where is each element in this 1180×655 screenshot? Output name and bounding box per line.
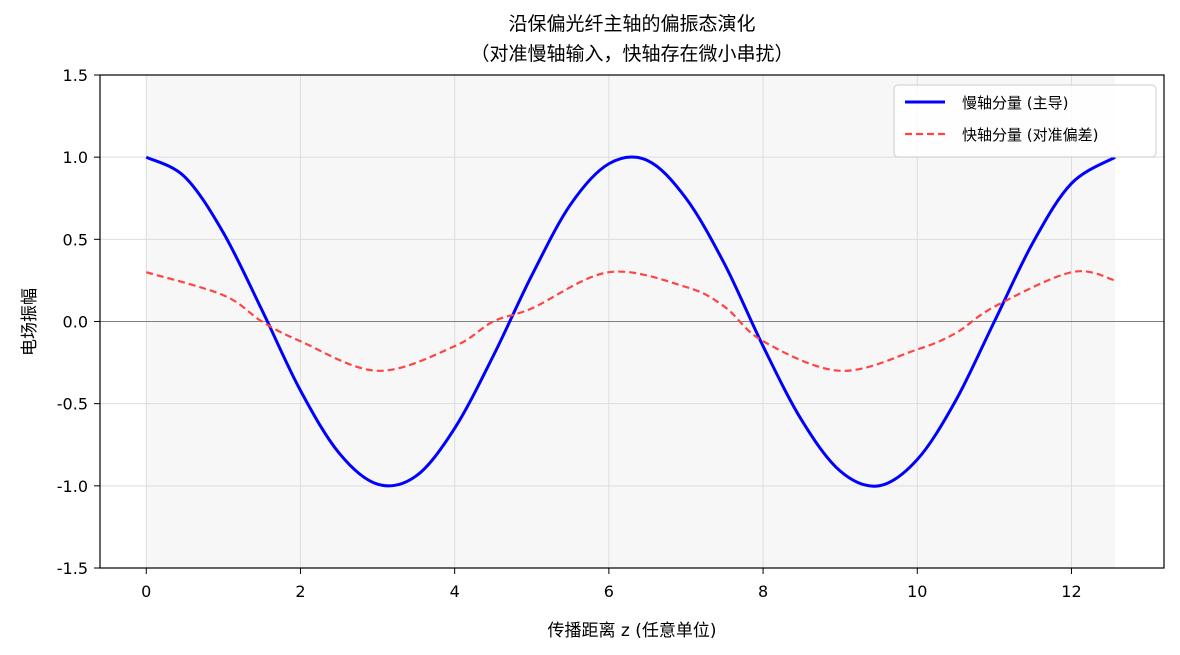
chart-title-line1: 沿保偏光纤主轴的偏振态演化 [508, 13, 755, 35]
x-tick-label: 12 [1061, 582, 1081, 601]
y-tick-label: 0.0 [63, 313, 88, 332]
y-tick-label: -1.0 [57, 477, 88, 496]
y-tick-label: 1.0 [63, 148, 88, 167]
x-tick-label: 4 [450, 582, 460, 601]
x-tick-label: 0 [141, 582, 151, 601]
y-tick-label: 0.5 [63, 230, 88, 249]
y-tick-label: -0.5 [57, 395, 88, 414]
x-tick-label: 2 [295, 582, 305, 601]
x-tick-label: 10 [907, 582, 927, 601]
x-tick-label: 8 [758, 582, 768, 601]
legend-label-slow-axis: 慢轴分量 (主导) [962, 94, 1068, 112]
x-axis-label: 传播距离 z (任意单位) [548, 621, 717, 641]
series-line-fast-axis [145, 270, 1116, 372]
chart-title-line2: （对准慢轴输入，快轴存在微小串扰） [470, 43, 793, 65]
legend: 慢轴分量 (主导) 快轴分量 (对准偏差) [893, 84, 1157, 158]
y-tick-label: -1.5 [57, 559, 88, 578]
series-line-slow-axis [145, 155, 1116, 488]
y-tick-label: 1.5 [63, 66, 88, 85]
x-tick-label: 6 [604, 582, 614, 601]
legend-box [893, 84, 1157, 158]
legend-label-fast-axis: 快轴分量 (对准偏差) [962, 126, 1098, 144]
y-axis-label: 电场振幅 [20, 288, 40, 356]
